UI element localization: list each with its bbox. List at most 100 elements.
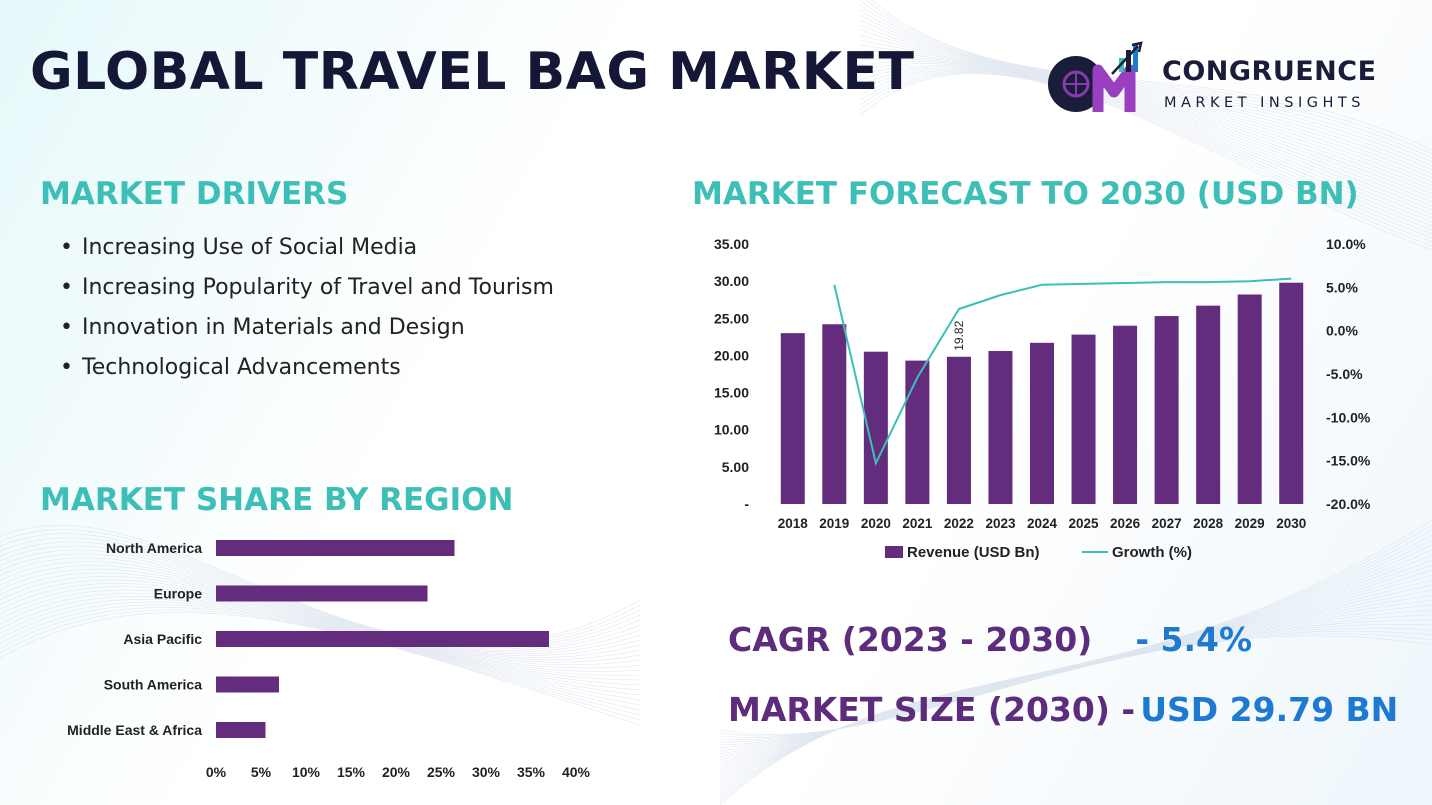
x-tick-label: 35%	[517, 764, 546, 780]
wave-line	[0, 607, 641, 716]
list-item: • Technological Advancements	[60, 348, 554, 388]
wave-line	[0, 612, 641, 726]
region-label: Middle East & Africa	[67, 722, 202, 738]
right-axis-tick: 10.0%	[1326, 236, 1366, 252]
year-tick-label: 2022	[944, 516, 974, 531]
wave-line	[859, 66, 1432, 223]
wave-line	[865, 0, 1432, 155]
region-bar	[216, 676, 279, 693]
wave-line	[719, 599, 1432, 758]
revenue-bar	[946, 356, 971, 504]
region-share-chart: North America Europe Asia Pacific South Ame…	[67, 540, 591, 780]
wave-line	[871, 0, 1432, 151]
wave-line	[719, 574, 1432, 773]
wave-line	[859, 72, 1432, 247]
wave-line	[0, 586, 641, 681]
revenue-bar	[988, 350, 1013, 504]
driver-text: Innovation in Materials and Design	[82, 315, 465, 340]
page-title: GLOBAL TRAVEL BAG MARKET	[30, 42, 915, 102]
year-tick-label: 2018	[778, 516, 809, 531]
revenue-bar	[1279, 282, 1304, 504]
logo-text-secondary: MARKET INSIGHTS	[1164, 95, 1365, 111]
legend-swatch-revenue	[885, 546, 903, 558]
wave-line	[859, 68, 1432, 231]
wave-line	[0, 572, 641, 666]
year-tick-label: 2029	[1235, 516, 1265, 531]
revenue-bar	[905, 360, 930, 504]
bullet-icon: •	[60, 355, 73, 380]
revenue-bar	[1196, 305, 1221, 504]
driver-text: Increasing Popularity of Travel and Tour…	[82, 275, 554, 300]
driver-text: Technological Advancements	[82, 355, 401, 380]
revenue-bar	[1154, 316, 1179, 504]
wave-line	[0, 595, 641, 696]
region-label: Europe	[154, 586, 202, 602]
left-axis-tick: 25.00	[714, 310, 749, 326]
x-tick-label: 20%	[382, 764, 411, 780]
wave-line	[0, 609, 641, 721]
market-size-stat: MARKET SIZE (2030) - USD 29.79 BN	[728, 690, 1398, 729]
year-tick-label: 2026	[1110, 516, 1141, 531]
x-tick-label: 25%	[427, 764, 456, 780]
driver-text: Increasing Use of Social Media	[82, 235, 418, 260]
wave-line	[859, 69, 1432, 235]
wave-line	[859, 71, 1432, 243]
revenue-bar	[1113, 325, 1138, 504]
wave-line	[859, 70, 1432, 239]
legend-label-growth: Growth (%)	[1112, 544, 1192, 561]
cagr-value: - 5.4%	[1135, 620, 1253, 659]
x-tick-label: 30%	[472, 764, 501, 780]
bullet-icon: •	[60, 275, 73, 300]
wave-line	[719, 584, 1432, 767]
legend-label-revenue: Revenue (USD Bn)	[907, 544, 1040, 561]
wave-line	[0, 598, 641, 701]
x-tick-label: 0%	[206, 764, 227, 780]
right-axis-tick: 5.0%	[1326, 279, 1358, 295]
region-bar	[216, 540, 455, 556]
cagr-stat: CAGR (2023 - 2030) - 5.4%	[728, 620, 1252, 659]
growth-line	[833, 277, 1292, 467]
forecast-heading: MARKET FORECAST TO 2030 (USD BN)	[692, 176, 1359, 212]
left-axis-tick: 35.00	[714, 236, 749, 252]
logo-mark	[1048, 41, 1143, 112]
revenue-bar	[1071, 334, 1096, 504]
year-tick-label: 2023	[985, 516, 1016, 531]
region-bar	[216, 631, 549, 647]
year-tick-label: 2030	[1276, 516, 1306, 531]
revenue-bar	[780, 333, 805, 504]
wave-line	[0, 583, 641, 676]
revenue-bar	[1030, 342, 1054, 504]
region-label: South America	[104, 677, 202, 693]
market-size-value: USD 29.79 BN	[1140, 690, 1399, 729]
wave-line	[0, 589, 641, 686]
x-tick-label: 5%	[251, 764, 272, 780]
revenue-bar	[822, 324, 847, 504]
forecast-chart: - 5.00 10.00 15.00 20.00 25.00 30.00 35.00 -20.0…	[714, 236, 1371, 561]
right-axis-tick: 0.0%	[1326, 323, 1358, 339]
right-axis-tick: -10.0%	[1326, 409, 1371, 425]
year-tick-label: 2021	[902, 516, 933, 531]
cagr-label: CAGR (2023 - 2030)	[728, 620, 1093, 659]
wave-line	[0, 592, 641, 691]
wave-line	[719, 554, 1432, 785]
year-tick-label: 2024	[1027, 516, 1058, 531]
left-axis-tick: 20.00	[714, 347, 749, 363]
bullet-icon: •	[60, 235, 73, 260]
year-tick-label: 2020	[861, 516, 891, 531]
wave-line	[0, 579, 641, 672]
market-drivers-heading: MARKET DRIVERS	[40, 176, 349, 212]
year-tick-label: 2025	[1069, 516, 1100, 531]
market-size-label: MARKET SIZE (2030) -	[728, 690, 1136, 729]
x-tick-label: 15%	[337, 764, 366, 780]
wave-line	[719, 579, 1432, 770]
year-tick-label: 2027	[1152, 516, 1182, 531]
x-tick-label: 40%	[562, 764, 591, 780]
right-axis-tick: -20.0%	[1326, 496, 1371, 512]
region-bar	[216, 585, 428, 602]
wave-line	[0, 604, 641, 711]
wave-line	[719, 635, 1432, 736]
wave-line	[719, 564, 1432, 779]
left-axis-tick: -	[744, 496, 749, 512]
x-tick-label: 10%	[292, 764, 321, 780]
wave-line	[859, 67, 1432, 227]
